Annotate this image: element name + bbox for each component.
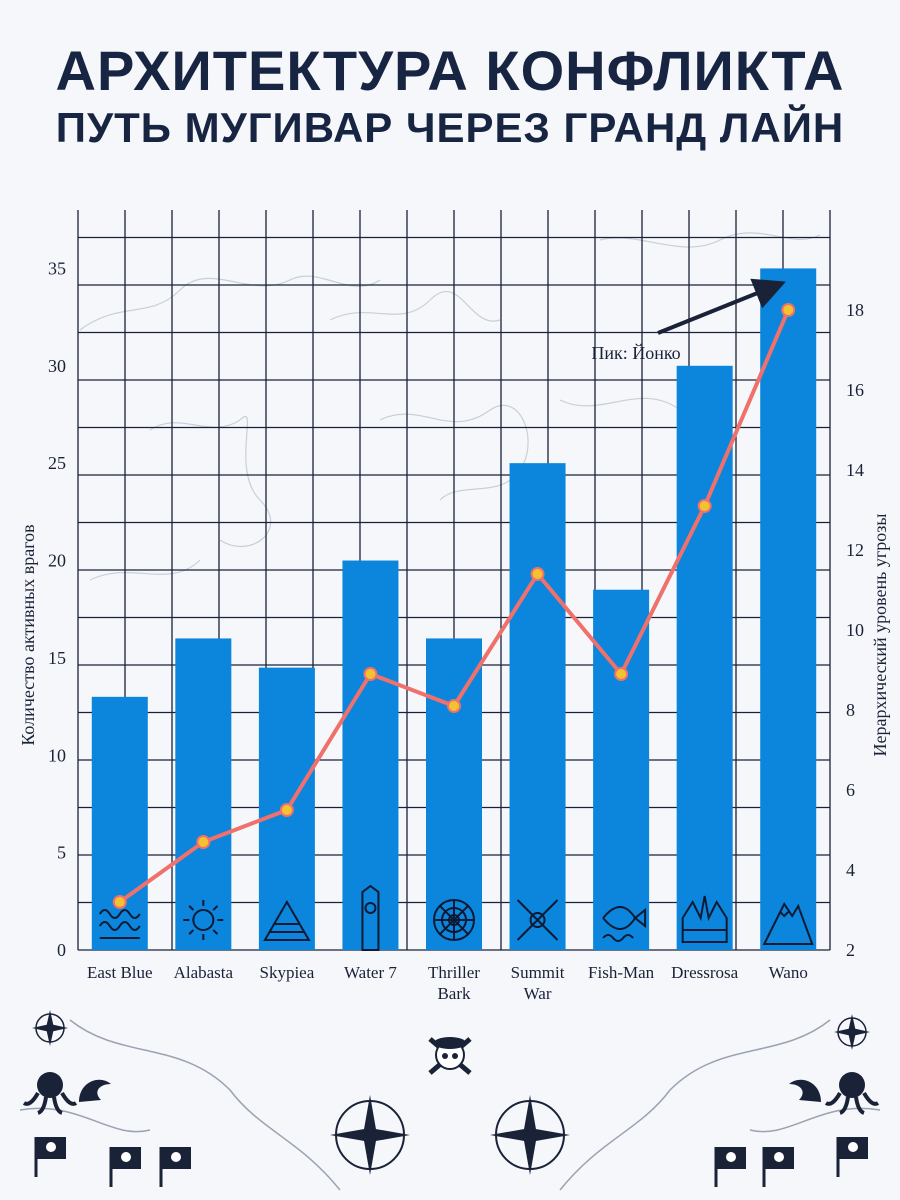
right-tick-label: 2: [846, 940, 855, 960]
threat-point: [697, 499, 712, 513]
threat-point: [530, 567, 545, 581]
right-tick-label: 8: [846, 700, 855, 720]
pirate-flag-icon: [714, 1147, 746, 1187]
wave-crest-icon: [789, 1079, 821, 1102]
bar: [342, 560, 399, 950]
bar: [676, 365, 733, 951]
pirate-flag-icon: [836, 1137, 868, 1177]
threat-point: [781, 303, 796, 317]
bar: [509, 463, 566, 950]
category-label: Summit: [511, 963, 565, 982]
annotation-arrow: [657, 278, 786, 335]
pirate-flag-icon: [159, 1147, 191, 1187]
octopus-icon: [824, 1072, 880, 1115]
small-compass-icon: [32, 1010, 68, 1046]
bar: [760, 268, 817, 951]
threat-point: [279, 803, 294, 817]
category-label: War: [524, 984, 552, 1003]
threat-point: [196, 835, 211, 849]
right-tick-label: 18: [846, 300, 864, 320]
category-label: Skypiea: [259, 963, 314, 982]
right-tick-label: 10: [846, 620, 864, 640]
left-tick-label: 15: [48, 648, 66, 668]
spiderweb-icon: [433, 899, 475, 941]
bar: [426, 638, 482, 950]
crown-icon: [681, 895, 728, 943]
sun-icon: [183, 900, 224, 940]
category-label: Bark: [437, 984, 471, 1003]
right-tick-label: 4: [846, 860, 855, 880]
compass-rose-icon: [490, 1095, 570, 1175]
left-tick-label: 30: [48, 356, 66, 376]
wave-crest-icon: [79, 1079, 111, 1102]
threat-point: [363, 667, 378, 681]
chart-title: АРХИТЕКТУРА КОНФЛИКТА: [55, 39, 845, 102]
bar: [175, 638, 232, 950]
right-axis-label: Иерархический уровень угрозы: [870, 514, 890, 757]
category-label: Dressrosa: [671, 963, 738, 982]
category-label: Fish-Man: [588, 963, 655, 982]
crossed-swords-icon: [516, 899, 559, 941]
compass-rose-icon: [330, 1095, 410, 1175]
left-tick-label: 20: [48, 551, 66, 571]
threat-point: [447, 699, 461, 713]
category-label: East Blue: [87, 963, 153, 982]
threat-point: [614, 667, 629, 681]
category-label: Thriller: [428, 963, 480, 982]
clock-tower-icon: [361, 884, 380, 951]
pirate-flag-icon: [762, 1147, 794, 1187]
chart-subtitle: ПУТЬ МУГИВАР ЧЕРЕЗ ГРАНД ЛАЙН: [55, 104, 845, 151]
pirate-flag-icon: [34, 1137, 66, 1177]
right-tick-label: 16: [846, 380, 864, 400]
right-tick-label: 6: [846, 780, 855, 800]
left-tick-label: 25: [48, 453, 66, 473]
left-axis-label: Количество активных врагов: [18, 524, 38, 745]
category-label: Wano: [769, 963, 808, 982]
annotation-label: Пик: Йонко: [591, 343, 680, 363]
pyramid-icon: [263, 900, 311, 941]
category-label: Water 7: [344, 963, 397, 982]
category-label: Alabasta: [174, 963, 234, 982]
small-compass-icon: [834, 1014, 870, 1050]
right-tick-label: 14: [846, 460, 864, 480]
bar: [593, 589, 650, 950]
pirate-flag-icon: [109, 1147, 141, 1187]
octopus-icon: [22, 1072, 78, 1115]
left-tick-label: 5: [57, 843, 66, 863]
left-tick-label: 35: [48, 258, 66, 278]
left-tick-label: 10: [48, 745, 66, 765]
fish-icon: [602, 906, 647, 942]
threat-point: [112, 895, 127, 909]
right-tick-label: 12: [846, 540, 864, 560]
waves-icon: [98, 909, 141, 939]
left-tick-label: 0: [57, 940, 66, 960]
mountain-icon: [762, 902, 814, 945]
map-background: [79, 232, 821, 581]
skull-crossbones-icon: [428, 1037, 472, 1075]
